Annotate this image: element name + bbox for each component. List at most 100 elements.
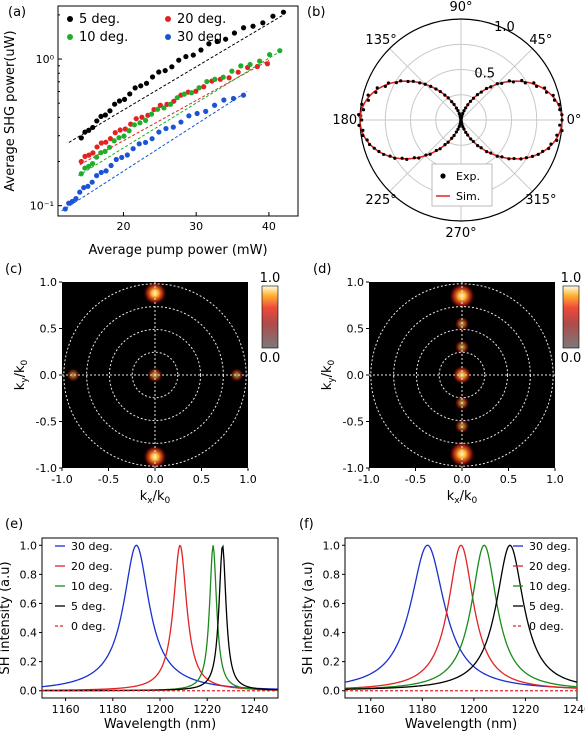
exp-point bbox=[361, 128, 365, 132]
x-tick-label: 0.0 bbox=[453, 473, 471, 486]
exp-point bbox=[372, 146, 376, 150]
data-point bbox=[220, 74, 226, 80]
legend-label: 5 deg. bbox=[71, 600, 106, 613]
intensity-spot bbox=[66, 368, 81, 382]
chart-b: 90° 45° 0° 315° 270° 225° 180° 135° 0.5 1.0 Exp. Si… bbox=[332, 0, 581, 241]
data-point bbox=[148, 111, 155, 117]
data-point bbox=[98, 169, 104, 176]
exp-point bbox=[383, 84, 387, 88]
spectrum-line bbox=[41, 544, 279, 691]
data-point bbox=[196, 85, 202, 91]
data-point bbox=[121, 96, 128, 102]
data-point bbox=[103, 139, 109, 145]
y-tick-label: 0.0 bbox=[40, 369, 58, 382]
data-point bbox=[171, 98, 177, 104]
data-point bbox=[280, 9, 287, 15]
exp-point bbox=[393, 156, 397, 160]
k-circle bbox=[415, 328, 509, 422]
spectrum-line bbox=[344, 544, 578, 689]
exp-point bbox=[552, 98, 557, 102]
exp-point bbox=[438, 147, 442, 151]
legend-label: 20 deg. bbox=[71, 560, 113, 573]
x-tick-label: 1.0 bbox=[546, 473, 564, 486]
exp-point bbox=[443, 143, 447, 147]
y-tick-label: 0.6 bbox=[20, 597, 38, 610]
data-point bbox=[240, 25, 247, 31]
data-point bbox=[86, 163, 92, 169]
exp-point bbox=[536, 152, 540, 156]
legend-label: 10 deg. bbox=[529, 580, 571, 593]
x-tick-label: 0.0 bbox=[146, 473, 164, 486]
data-point bbox=[143, 117, 149, 124]
angle-label: 90° bbox=[449, 0, 472, 15]
data-point bbox=[203, 108, 209, 114]
exp-point bbox=[557, 102, 561, 107]
data-point bbox=[94, 118, 100, 124]
data-point bbox=[107, 108, 113, 114]
exp-point bbox=[406, 79, 410, 84]
x-tick-label: 1180 bbox=[99, 703, 127, 716]
data-point bbox=[138, 83, 144, 89]
x-tick-label: 20 bbox=[116, 220, 130, 233]
data-point bbox=[113, 156, 119, 163]
y-axis-label: ky/k0 bbox=[320, 359, 337, 390]
data-point bbox=[78, 171, 84, 177]
data-point bbox=[188, 90, 195, 96]
panel-label-b: (b) bbox=[307, 5, 325, 20]
x-axis-label: kx/k0 bbox=[140, 489, 171, 506]
legend-box bbox=[431, 163, 493, 207]
exp-point bbox=[438, 89, 442, 94]
exp-point bbox=[500, 81, 504, 85]
data-point bbox=[116, 135, 122, 141]
exp-point bbox=[360, 102, 364, 106]
exp-point bbox=[541, 149, 545, 153]
y-axis-label: SH intensity (a.u) bbox=[301, 561, 316, 674]
legend-marker bbox=[440, 173, 446, 179]
exp-point bbox=[405, 157, 409, 161]
y-tick-label: 0.0 bbox=[323, 685, 341, 698]
exp-point bbox=[375, 86, 379, 90]
chart-e: 1160 1180 1200 1220 1240 0.0 0.2 0.4 0.6 0.8 1.0 Wa… bbox=[0, 537, 279, 732]
data-point bbox=[229, 68, 235, 74]
data-point bbox=[240, 92, 247, 98]
x-tick-label: 0.5 bbox=[193, 473, 211, 486]
data-point bbox=[111, 138, 117, 144]
exp-point bbox=[360, 118, 364, 122]
data-point bbox=[85, 183, 91, 189]
exp-point bbox=[394, 81, 398, 85]
exp-point bbox=[446, 140, 450, 144]
data-point bbox=[174, 95, 180, 101]
x-tick-label: 1.0 bbox=[239, 473, 257, 486]
colorbar bbox=[261, 285, 279, 349]
exp-point bbox=[495, 154, 499, 158]
data-point bbox=[98, 113, 104, 119]
x-tick-label: 30 bbox=[189, 220, 203, 233]
panel-label-f: (f) bbox=[299, 517, 314, 532]
data-point bbox=[86, 127, 92, 133]
exp-point bbox=[424, 153, 428, 157]
exp-point bbox=[555, 138, 559, 142]
exp-point bbox=[464, 106, 468, 110]
exp-point bbox=[374, 90, 378, 94]
data-point bbox=[94, 173, 100, 179]
exp-point bbox=[462, 109, 466, 113]
data-point bbox=[155, 106, 161, 112]
legend-marker bbox=[67, 16, 73, 22]
y-tick-label: -1.0 bbox=[343, 462, 364, 475]
chart-f: 1160 1180 1200 1220 1240 0.0 0.2 0.4 0.6 0.8 1.0 Wa… bbox=[301, 537, 585, 732]
exp-point bbox=[523, 81, 527, 85]
y-tick-label: 1.0 bbox=[20, 539, 38, 552]
exp-point bbox=[551, 93, 555, 97]
data-point bbox=[170, 124, 176, 130]
data-point bbox=[193, 88, 199, 94]
y-tick-label: 1.0 bbox=[40, 276, 58, 289]
exp-point bbox=[485, 150, 489, 154]
data-point bbox=[198, 47, 204, 53]
y-tick-label: 0.6 bbox=[323, 597, 341, 610]
panel-label-e: (e) bbox=[5, 517, 23, 532]
exp-point bbox=[520, 78, 524, 83]
exp-point bbox=[500, 155, 504, 159]
exp-point bbox=[530, 154, 535, 158]
y-axis-label: Average SHG power(uW) bbox=[3, 30, 18, 191]
data-point bbox=[211, 102, 218, 108]
